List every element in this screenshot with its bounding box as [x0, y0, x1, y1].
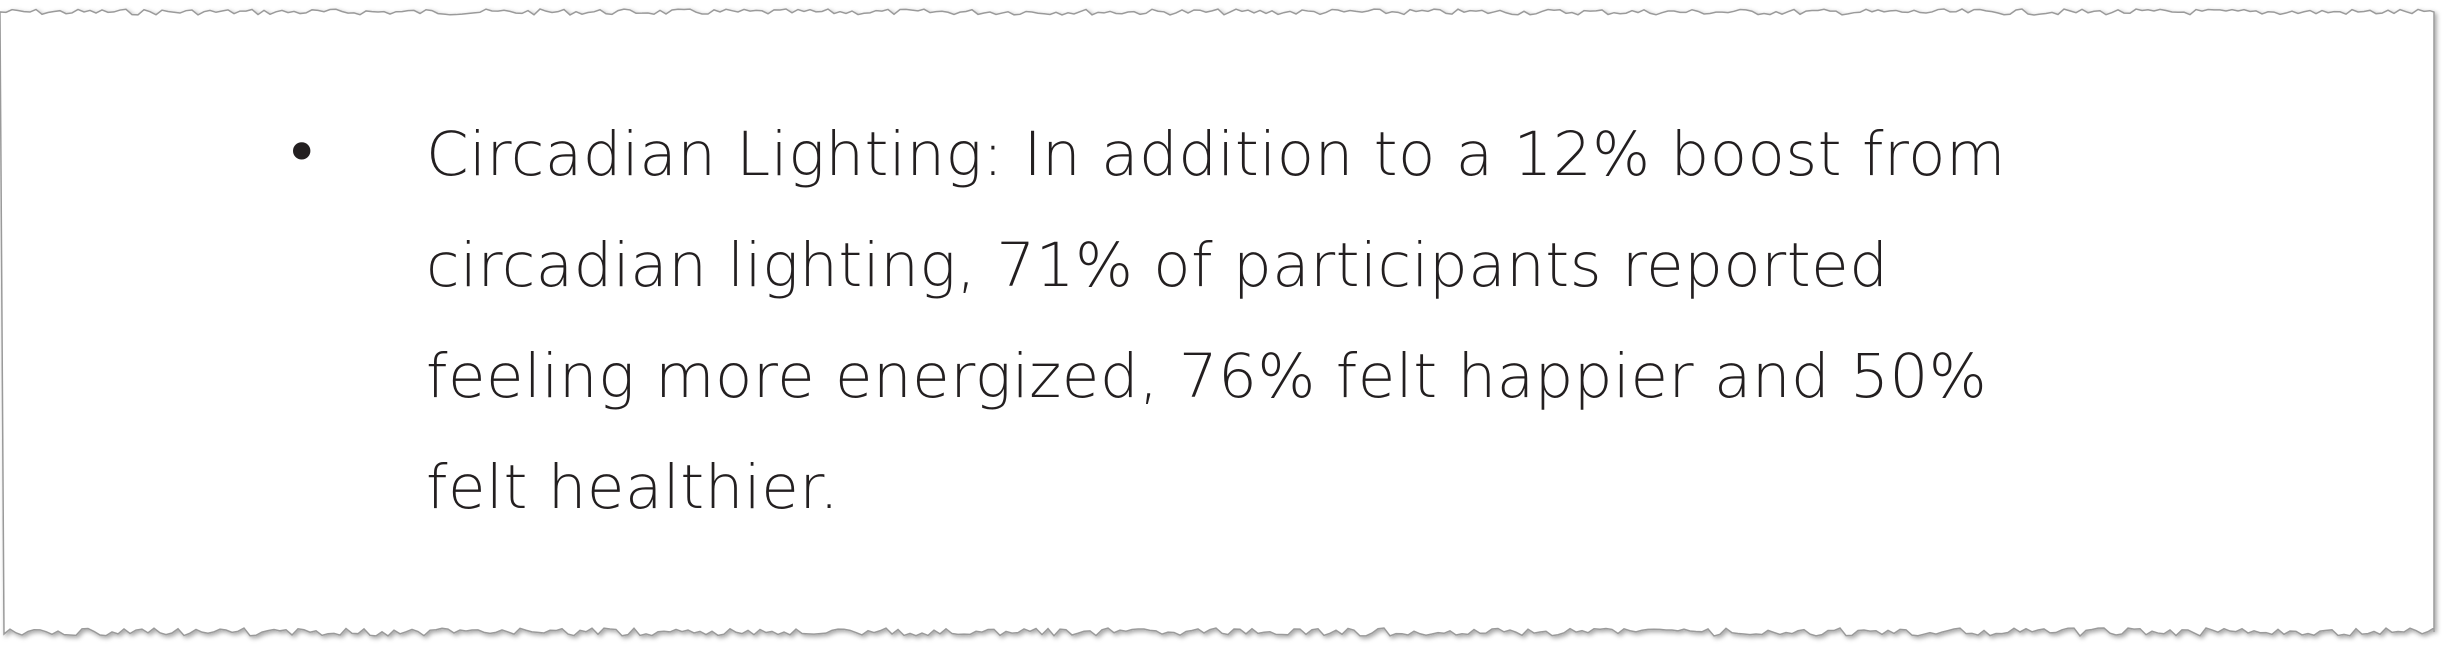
list-item-line: Circadian Lighting: In addition to a 12%… [426, 119, 2006, 190]
list-item-line: circadian lighting, 71% of participants … [426, 230, 1889, 301]
list-item-line: felt healthier. [426, 452, 840, 523]
bullet-marker: • [284, 118, 320, 188]
list-item-line: feeling more energized, 76% felt happier… [426, 341, 1988, 412]
paper-sheet [0, 8, 2435, 638]
